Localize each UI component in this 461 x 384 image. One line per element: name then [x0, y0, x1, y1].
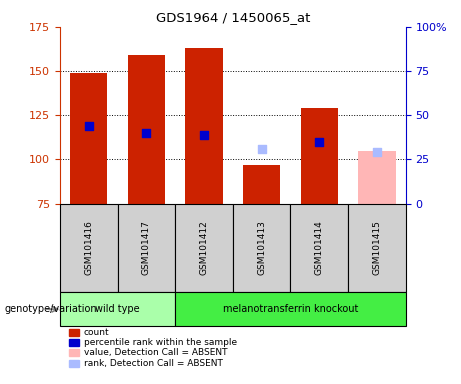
Point [315, 139, 323, 145]
Text: GSM101412: GSM101412 [200, 220, 208, 275]
Text: GSM101417: GSM101417 [142, 220, 151, 275]
Bar [175, 292, 406, 326]
Text: GSM101415: GSM101415 [372, 220, 381, 275]
Text: GSM101416: GSM101416 [84, 220, 93, 275]
Point [200, 132, 207, 138]
Bar [233, 204, 290, 292]
Bar [301, 108, 338, 204]
Text: wild type: wild type [95, 304, 140, 314]
Point [373, 149, 381, 156]
Bar [243, 165, 280, 204]
Text: genotype/variation: genotype/variation [5, 304, 97, 314]
Bar [175, 204, 233, 292]
Text: melanotransferrin knockout: melanotransferrin knockout [223, 304, 358, 314]
Text: GSM101414: GSM101414 [315, 220, 324, 275]
Point [85, 123, 92, 129]
Text: percentile rank within the sample: percentile rank within the sample [84, 338, 237, 347]
Bar [118, 204, 175, 292]
Bar [128, 55, 165, 204]
Text: rank, Detection Call = ABSENT: rank, Detection Call = ABSENT [84, 359, 223, 368]
Point [258, 146, 266, 152]
Bar [358, 151, 396, 204]
Title: GDS1964 / 1450065_at: GDS1964 / 1450065_at [156, 11, 310, 24]
Point [142, 130, 150, 136]
Bar [290, 204, 348, 292]
Bar [185, 48, 223, 204]
Bar [60, 204, 118, 292]
Text: GSM101413: GSM101413 [257, 220, 266, 275]
Text: value, Detection Call = ABSENT: value, Detection Call = ABSENT [84, 348, 227, 358]
Bar [70, 73, 107, 204]
Text: count: count [84, 328, 110, 337]
Bar [60, 292, 175, 326]
Bar [348, 204, 406, 292]
